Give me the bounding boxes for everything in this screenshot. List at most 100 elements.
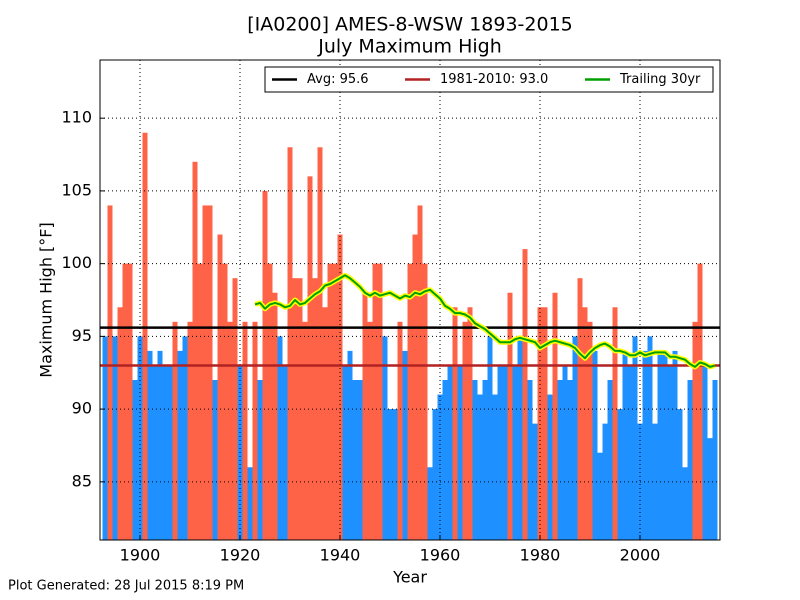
bar — [667, 365, 673, 540]
bar — [122, 263, 128, 540]
bar — [582, 307, 588, 540]
y-tick-label: 100 — [61, 253, 92, 272]
bar — [332, 263, 338, 540]
bar — [372, 263, 378, 540]
bar — [342, 365, 348, 540]
bar — [412, 234, 418, 540]
bar — [417, 205, 423, 541]
bar — [132, 380, 138, 540]
bar — [212, 380, 218, 540]
bar — [692, 321, 698, 540]
bar — [407, 263, 413, 540]
bar — [462, 321, 468, 540]
bar — [182, 336, 188, 540]
y-tick-label: 95 — [72, 326, 92, 345]
bar — [217, 234, 223, 540]
chart-title: [IA0200] AMES-8-WSW 1893-2015 — [247, 14, 573, 36]
bar — [587, 321, 593, 540]
bar — [167, 365, 173, 540]
x-tick-label: 1980 — [520, 546, 561, 565]
bar — [467, 307, 473, 540]
y-axis-label: Maximum High [°F] — [37, 222, 56, 377]
bar — [147, 350, 153, 540]
bar — [552, 292, 558, 540]
bar — [157, 350, 163, 540]
bar — [152, 365, 158, 540]
bar — [137, 336, 143, 540]
bar — [352, 380, 358, 540]
bar — [187, 321, 193, 540]
bar — [272, 292, 278, 540]
bar — [337, 234, 343, 540]
footer: Plot Generated: 28 Jul 2015 8:19 PM — [8, 579, 244, 594]
trailing-line — [254, 274, 716, 368]
bar — [277, 336, 283, 540]
bar — [697, 263, 703, 540]
bar — [267, 263, 273, 540]
x-tick-label: 2000 — [620, 546, 661, 565]
bar — [457, 365, 463, 540]
bar — [347, 350, 353, 540]
plot-frame — [99, 59, 721, 541]
bar — [377, 263, 383, 540]
bar — [512, 365, 518, 540]
bar — [537, 307, 543, 540]
bar — [477, 394, 483, 540]
bar — [607, 380, 613, 540]
bar — [597, 452, 603, 540]
bar — [472, 380, 478, 540]
bar — [497, 365, 503, 540]
bar — [632, 336, 638, 540]
bar — [702, 365, 708, 540]
bar — [127, 263, 133, 540]
bar — [292, 278, 298, 540]
bar — [687, 380, 693, 540]
bar — [542, 307, 548, 540]
bar — [357, 380, 363, 540]
bar — [677, 409, 683, 540]
bar — [312, 278, 318, 540]
y-tick-label: 105 — [61, 180, 92, 199]
bar — [547, 394, 553, 540]
bar — [112, 336, 118, 540]
bar — [362, 292, 368, 540]
y-tick-label: 110 — [61, 108, 92, 127]
bar — [287, 147, 293, 541]
legend-label: 1981-2010: 93.0 — [440, 72, 548, 87]
bar — [642, 350, 648, 540]
bar — [427, 467, 433, 540]
bar — [227, 321, 233, 540]
bar — [442, 380, 448, 540]
bar — [662, 350, 668, 540]
bar — [197, 263, 203, 540]
bar — [617, 409, 623, 540]
bar — [432, 409, 438, 540]
bar — [612, 307, 618, 540]
bar — [482, 380, 488, 540]
bar — [177, 350, 183, 540]
bar — [382, 336, 388, 540]
bar — [622, 350, 628, 540]
bar — [487, 336, 493, 540]
bar — [232, 278, 238, 540]
bar — [572, 336, 578, 540]
y-tick-label: 90 — [72, 399, 92, 418]
chart-subtitle: July Maximum High — [317, 36, 502, 58]
bar — [117, 307, 123, 540]
bar — [317, 147, 323, 541]
bar — [562, 365, 568, 540]
bar — [207, 205, 213, 541]
bar — [307, 176, 313, 540]
bar — [557, 380, 563, 540]
x-tick-label: 1960 — [420, 546, 461, 565]
bar — [222, 263, 228, 540]
bar — [102, 336, 108, 540]
bar — [367, 321, 373, 540]
bar — [252, 321, 258, 540]
bar — [652, 423, 658, 540]
x-axis-label: Year — [392, 568, 427, 587]
bar — [162, 365, 168, 540]
bar — [282, 365, 288, 540]
bar — [437, 394, 443, 540]
